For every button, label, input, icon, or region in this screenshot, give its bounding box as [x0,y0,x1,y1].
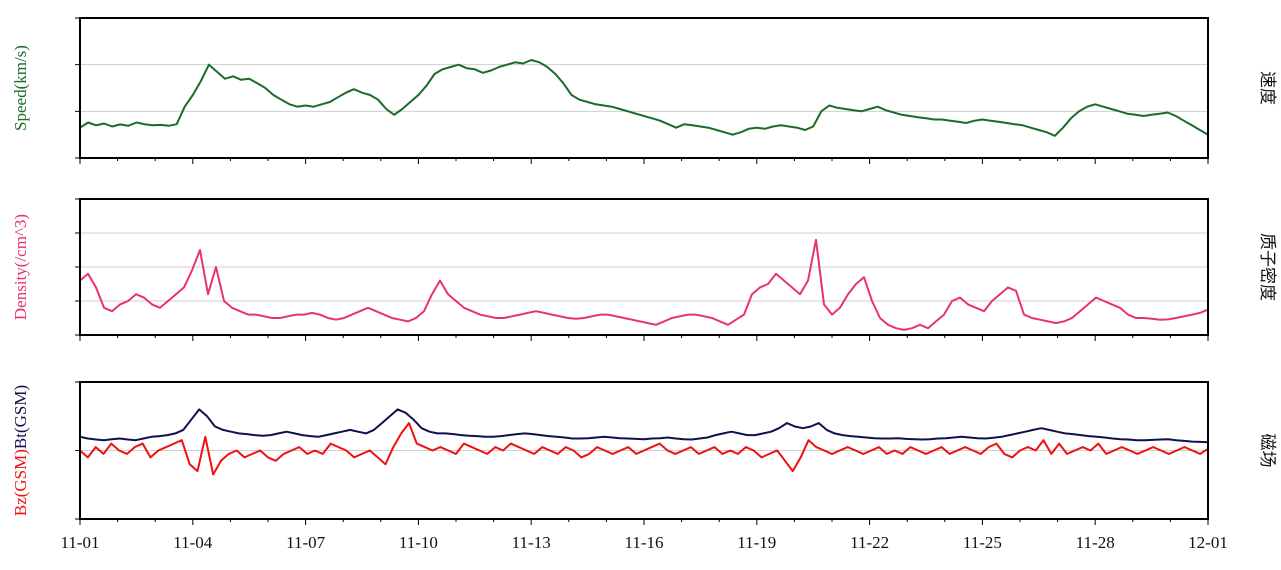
x-tick-label: 11-22 [850,533,889,552]
mag-series-line-0 [79,408,1209,444]
mag-series-line-1 [79,422,1209,476]
density-side-title: 质子密度 [1257,233,1277,301]
x-tick-label: 11-10 [399,533,438,552]
speed-series-line-0 [79,59,1209,137]
speed-y-axis-title: Speed(km/s) [11,45,30,131]
speed-plot-frame [79,17,1209,159]
x-tick-label: 11-13 [512,533,551,552]
x-tick-label: 11-01 [60,533,99,552]
x-tick-label: 11-04 [173,533,213,552]
mag-y-axis-title-part: Bt(GSM) [11,385,30,449]
x-tick-label: 11-25 [963,533,1002,552]
x-tick-label: 12-01 [1188,533,1228,552]
mag-y-axis-title-part: Bz(GSM) [11,449,30,516]
mag-side-title: 磁场 [1257,434,1277,468]
density-series-line-0 [79,238,1209,331]
mag-y-axis-title: Bz(GSM)Bt(GSM) [11,385,30,516]
density-y-axis-title: Density(/cm^3) [11,214,30,320]
x-tick-label: 11-07 [286,533,326,552]
x-tick-label: 11-16 [624,533,663,552]
x-tick-label: 11-28 [1076,533,1115,552]
speed-side-title: 速度 [1257,71,1277,105]
x-tick-label: 11-19 [737,533,776,552]
